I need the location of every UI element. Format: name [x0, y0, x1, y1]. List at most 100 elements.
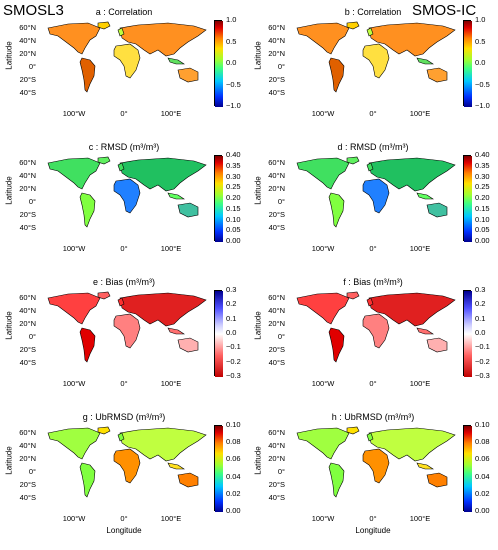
colorbar-tick-label: 0.06 — [226, 454, 241, 464]
x-axis-label: Longitude — [106, 526, 142, 535]
lat-tick-label: 20°S — [268, 75, 285, 84]
continent-shape — [47, 292, 101, 325]
continent-shape — [113, 178, 141, 214]
world-map — [47, 291, 207, 363]
continent-shape — [97, 426, 111, 435]
lat-tick-label: 20°N — [268, 184, 285, 193]
colorbar-tick-label: 0.00 — [475, 506, 490, 515]
lon-tick-label: 100°E — [160, 244, 182, 253]
colorbar-tick-label: 0.2 — [226, 299, 237, 309]
continent-shape — [426, 67, 448, 83]
colorbar-tick-label: −0.2 — [226, 356, 241, 366]
continent-shape — [47, 22, 101, 55]
continent-shape — [167, 462, 185, 470]
colorbar-tick-label: 0.20 — [226, 193, 241, 202]
lon-tick-label: 100°E — [409, 109, 431, 118]
colorbar-tick-label: 0.10 — [475, 214, 490, 224]
lon-tick-label: 0° — [369, 244, 377, 253]
lat-tick-label: 20°N — [19, 319, 36, 328]
continent-shape — [296, 292, 350, 325]
lat-tick-label: 0° — [28, 197, 36, 206]
panel-title: a : Correlation — [24, 7, 224, 17]
lat-tick-label: 20°N — [19, 49, 36, 58]
lat-tick-label: 60°N — [19, 428, 36, 437]
colorbar-tick-label: 0.20 — [475, 193, 490, 202]
continent-shape — [416, 57, 434, 65]
lat-tick-label: 0° — [277, 197, 285, 206]
colorbar-tick-label: −0.5 — [475, 79, 490, 89]
lon-tick-label: 100°E — [409, 244, 431, 253]
panel-title-text: g : UbRMSD — [82, 412, 136, 422]
lon-tick-label: 100°E — [160, 514, 182, 523]
colorbar-tick-label: 0.02 — [226, 488, 241, 498]
continent-shape — [368, 157, 456, 192]
lat-tick-label: 0° — [28, 62, 36, 71]
colorbar-tick-label: 0.00 — [475, 236, 490, 245]
lat-tick-label: 40°N — [268, 36, 285, 45]
colorbar-tick-label: 0.3 — [475, 285, 486, 294]
colorbar-tick-label: 0.25 — [475, 182, 490, 192]
continent-shape — [426, 337, 448, 353]
panel-h: h : UbRMSD (m³/m³) Latitude 60°N 40°N 20°N 0°… — [249, 412, 498, 548]
panel-c: c : RMSD (m³/m³) Latitude 60°N 40°N 20°N 0° 20… — [0, 142, 249, 278]
lon-tick-label: 100°W — [311, 109, 335, 118]
colorbar-tick-label: 0.1 — [475, 313, 486, 323]
panel-f: f : Bias (m³/m³) Latitude 60°N 40°N 20°N 0° 20… — [249, 277, 498, 413]
colorbar-tick-label: 0.08 — [226, 437, 241, 447]
continent-shape — [79, 192, 96, 228]
lat-tick-label: 0° — [277, 62, 285, 71]
lat-tick-label: 20°S — [19, 75, 36, 84]
colorbar — [463, 20, 472, 107]
panel-unit: (m³/m³) — [125, 277, 155, 287]
panel-unit: (m³/m³) — [129, 142, 160, 152]
world-map — [47, 21, 207, 93]
colorbar — [214, 425, 223, 512]
world-map — [296, 291, 456, 363]
continent-shape — [167, 327, 185, 335]
continent-shape — [177, 202, 199, 218]
colorbar — [463, 290, 472, 377]
continent-shape — [117, 297, 125, 307]
panel-title-text: f : Bias — [343, 277, 374, 287]
colorbar — [214, 155, 223, 242]
lat-tick-label: 40°S — [19, 223, 36, 232]
continent-shape — [328, 327, 345, 363]
lat-tick-label: 40°N — [19, 171, 36, 180]
continent-shape — [97, 156, 111, 165]
world-map — [296, 21, 456, 93]
panel-title-text: a : Correlation — [95, 7, 153, 17]
panel-title-text: h : UbRMSD — [331, 412, 385, 422]
panel-title-text: e : Bias — [93, 277, 126, 287]
panel-g: g : UbRMSD (m³/m³) Latitude 60°N 40°N 20°N 0°… — [0, 412, 249, 548]
lat-tick-label: 40°S — [19, 358, 36, 367]
lat-tick-label: 40°S — [268, 223, 285, 232]
continent-shape — [167, 192, 185, 200]
lon-tick-label: 100°E — [160, 109, 182, 118]
lat-tick-label: 20°S — [19, 345, 36, 354]
continent-shape — [119, 427, 207, 462]
lat-tick-label: 20°S — [268, 345, 285, 354]
continent-shape — [366, 162, 374, 172]
continent-shape — [79, 462, 96, 498]
panel-e: e : Bias (m³/m³) Latitude 60°N 40°N 20°N 0° 20… — [0, 277, 249, 413]
lon-tick-label: 100°W — [311, 514, 335, 523]
continent-shape — [79, 57, 96, 93]
continent-shape — [97, 21, 111, 30]
colorbar-tick-label: 0.06 — [475, 454, 490, 464]
world-map — [47, 156, 207, 228]
continent-shape — [346, 21, 360, 30]
colorbar-tick-label: 0.0 — [475, 58, 486, 67]
colorbar-tick-label: −1.0 — [226, 101, 241, 110]
lat-tick-label: 20°S — [268, 480, 285, 489]
panel-title-text: c : RMSD — [88, 142, 130, 152]
continent-shape — [328, 462, 345, 498]
continent-shape — [119, 292, 207, 327]
continent-shape — [416, 462, 434, 470]
colorbar-tick-label: 0.25 — [226, 182, 241, 192]
panel-unit: (m³/m³) — [384, 412, 415, 422]
continent-shape — [119, 157, 207, 192]
colorbar-tick-label: 1.0 — [475, 15, 486, 24]
panel-d: d : RMSD (m³/m³) Latitude 60°N 40°N 20°N 0° 20… — [249, 142, 498, 278]
lat-tick-label: 20°S — [19, 480, 36, 489]
continent-shape — [167, 57, 185, 65]
